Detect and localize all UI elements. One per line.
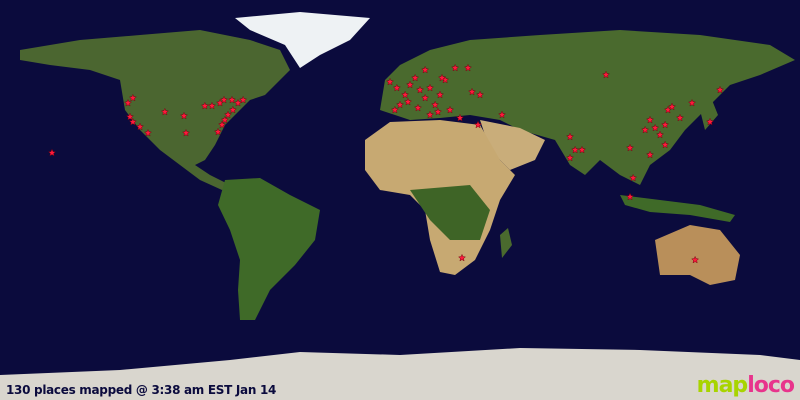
visitor-marker (651, 123, 660, 132)
middle-east-desert (480, 120, 545, 170)
visitor-marker (667, 102, 677, 111)
visitor-marker (395, 100, 405, 109)
visitor-marker (179, 111, 189, 120)
visitor-marker (435, 90, 445, 99)
visitor-marker (217, 120, 227, 129)
madagascar (500, 228, 512, 258)
marker-layer (47, 63, 725, 264)
visitor-marker (421, 93, 430, 102)
visitor-marker (497, 110, 507, 119)
visitor-marker (403, 97, 413, 106)
visitor-marker (227, 95, 237, 104)
visitor-marker (390, 105, 399, 114)
visitor-marker (473, 120, 483, 129)
japan (700, 100, 718, 130)
visitor-marker (413, 103, 423, 112)
south-america (218, 178, 320, 320)
visitor-marker (411, 73, 420, 82)
visitor-marker (207, 101, 217, 110)
continents (0, 12, 800, 400)
visitor-marker (213, 127, 223, 136)
visitor-marker (675, 113, 685, 122)
indonesia (620, 195, 735, 222)
visitor-marker (433, 107, 443, 116)
visitor-marker (143, 128, 153, 137)
visitor-marker (223, 110, 233, 119)
visitor-marker (457, 253, 467, 262)
visitor-marker (401, 90, 410, 99)
visitor-marker (437, 73, 447, 82)
visitor-marker (475, 90, 485, 99)
visitor-marker (655, 130, 665, 139)
visitor-marker (455, 113, 465, 122)
visitor-marker (239, 95, 248, 104)
visitor-marker (128, 117, 137, 126)
visitor-marker (691, 255, 700, 264)
visitor-marker (47, 148, 57, 157)
visitor-marker (641, 125, 650, 134)
visitor-marker (565, 153, 575, 162)
visitor-marker (421, 65, 430, 74)
north-america (20, 30, 290, 190)
central-africa-forest (410, 185, 490, 240)
visitor-marker (601, 70, 611, 79)
visitor-marker (715, 85, 725, 94)
visitor-marker (645, 115, 655, 124)
visitor-marker (425, 110, 435, 119)
visitor-marker (181, 128, 191, 137)
visitor-marker (625, 143, 635, 152)
maploco-logo[interactable]: maploco (696, 373, 795, 398)
visitor-marker (135, 122, 145, 131)
visitor-marker (625, 192, 635, 201)
visitor-marker (220, 115, 229, 124)
visitor-marker (577, 145, 587, 154)
eurasia (380, 30, 795, 185)
visitor-marker (661, 140, 670, 149)
visitor-marker (467, 87, 477, 96)
visitor-marker (385, 77, 395, 86)
visitor-marker (219, 95, 229, 104)
logo-part-loco: loco (747, 373, 795, 398)
visitor-marker (687, 98, 697, 107)
visitor-marker (233, 98, 243, 107)
visitor-marker (463, 63, 473, 72)
visitor-marker (123, 98, 133, 107)
visitor-marker (445, 105, 455, 114)
visitor-marker (661, 120, 670, 129)
visitor-marker (451, 63, 460, 72)
greenland (235, 12, 370, 68)
visitor-marker (415, 85, 425, 94)
places-mapped-caption: 130 places mapped @ 3:38 am EST Jan 14 (6, 383, 277, 397)
visitor-marker (705, 117, 715, 126)
visitor-marker (392, 83, 401, 92)
visitor-marker (565, 132, 575, 141)
logo-part-map: map (696, 373, 749, 398)
visitor-marker (405, 80, 415, 89)
visitor-marker (629, 173, 638, 182)
australia (655, 225, 740, 285)
visitor-marker (645, 150, 655, 159)
visitor-marker (228, 105, 237, 114)
visitor-marker (425, 83, 435, 92)
visitor-marker (125, 112, 135, 121)
visitor-marker (431, 100, 440, 109)
visitor-marker (571, 145, 580, 154)
antarctica (0, 348, 800, 400)
visitor-marker (200, 101, 209, 110)
visitor-marker (128, 93, 137, 102)
visitor-marker (160, 107, 169, 116)
